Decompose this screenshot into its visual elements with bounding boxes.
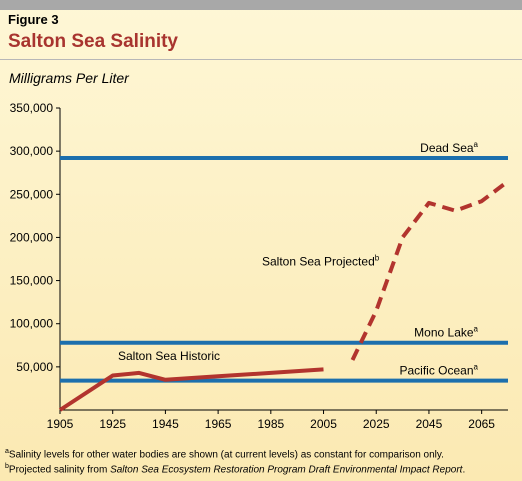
y-tick-label: 150,000 — [10, 274, 54, 288]
x-tick-label: 1965 — [205, 417, 232, 431]
figure-label: Figure 3 — [8, 12, 59, 27]
footnote-b: bProjected salinity from Salton Sea Ecos… — [5, 463, 466, 476]
y-tick-label: 100,000 — [10, 317, 54, 331]
series-line — [350, 179, 510, 361]
x-tick-label: 2065 — [468, 417, 495, 431]
top-bar — [0, 0, 522, 10]
x-tick-label: 1945 — [152, 417, 179, 431]
x-tick-label: 2005 — [310, 417, 337, 431]
y-tick-label: 200,000 — [10, 230, 54, 244]
series-line — [58, 367, 324, 412]
reference-line-label: Mono Lakea — [414, 325, 478, 340]
x-tick-label: 2025 — [363, 417, 390, 431]
title-divider — [0, 59, 522, 60]
y-axis-unit-label: Milligrams Per Liter — [9, 70, 129, 86]
footnote-a: aSalinity levels for other water bodies … — [5, 448, 444, 461]
y-tick-label: 50,000 — [16, 360, 53, 374]
y-tick-label: 350,000 — [10, 101, 54, 115]
reference-line-label: Dead Seaa — [420, 140, 478, 155]
chart-title: Salton Sea Salinity — [8, 31, 178, 52]
x-tick-label: 1925 — [99, 417, 126, 431]
y-tick-label: 250,000 — [10, 187, 54, 201]
x-tick-label: 1985 — [257, 417, 284, 431]
series-label: Salton Sea Projectedb — [262, 254, 380, 269]
reference-line-label: Pacific Oceana — [400, 363, 479, 378]
x-tick-label: 2045 — [416, 417, 443, 431]
y-tick-label: 300,000 — [10, 144, 54, 158]
footnotes: aSalinity levels for other water bodies … — [5, 446, 520, 477]
series-label: Salton Sea Historic — [118, 349, 220, 363]
x-tick-label: 1905 — [47, 417, 74, 431]
